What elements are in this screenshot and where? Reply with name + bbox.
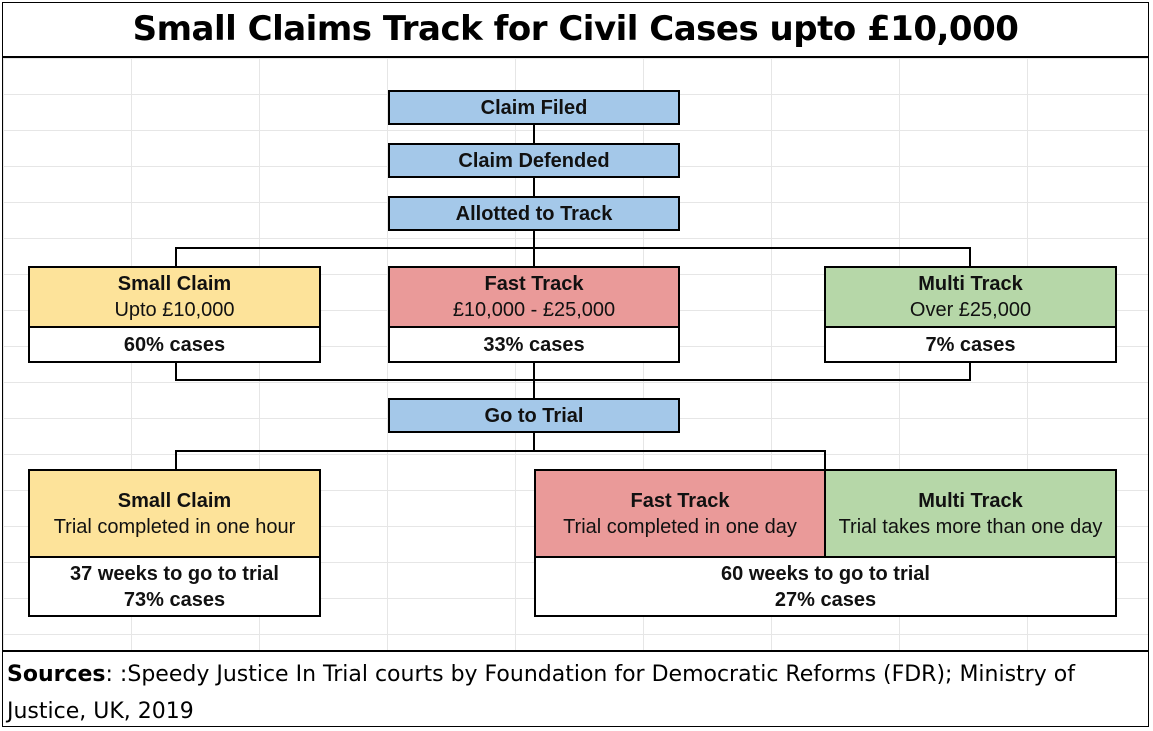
fast-multi-trial-stats-box: 60 weeks to go to trial 27% cases [534,556,1117,617]
multi-track-share-box: 7% cases [824,326,1117,363]
small-claim-track-box: Small Claim Upto £10,000 [28,266,321,328]
fast-track-trial-box: Fast Track Trial completed in one day [534,469,826,558]
allotted-to-track-box: Allotted to Track [388,196,680,231]
sources-label: Sources [7,662,106,687]
claim-filed-box: Claim Filed [388,90,680,125]
sources-footer: Sources: :Speedy Justice In Trial courts… [2,650,1149,727]
small-claim-trial-weeks: 37 weeks to go to trial [70,562,279,585]
small-claim-trial-box: Small Claim Trial completed in one hour [28,469,321,558]
small-claim-track-name: Small Claim [117,273,232,295]
claim-defended-label: Claim Defended [458,149,610,172]
fast-track-trial-desc: Trial completed in one day [563,515,797,538]
fast-track-share-box: 33% cases [388,326,680,363]
multi-track-name: Multi Track [918,273,1023,295]
small-claim-trial-desc: Trial completed in one hour [53,515,296,538]
fast-track-range: £10,000 - £25,000 [452,299,616,321]
connector-trial-split [175,450,826,470]
title-bar: Small Claims Track for Civil Cases upto … [2,2,1149,58]
multi-track-trial-name: Multi Track [918,489,1023,512]
small-claim-trial-share: 73% cases [123,588,226,611]
claim-filed-label: Claim Filed [480,96,588,119]
go-to-trial-box: Go to Trial [388,398,680,433]
fast-track-box: Fast Track £10,000 - £25,000 [388,266,680,328]
allotted-to-track-label: Allotted to Track [455,202,613,225]
multi-track-box: Multi Track Over £25,000 [824,266,1117,328]
fast-track-share: 33% cases [483,333,585,356]
connector-branch-top [175,247,971,267]
small-claim-share: 60% cases [123,333,226,356]
multi-track-trial-box: Multi Track Trial takes more than one da… [824,469,1117,558]
sources-text: : :Speedy Justice In Trial courts by Fou… [7,662,1075,724]
multi-track-share: 7% cases [925,333,1016,356]
fast-track-trial-name: Fast Track [630,489,730,512]
small-claim-trial-stats-box: 37 weeks to go to trial 73% cases [28,556,321,617]
fast-track-name: Fast Track [484,273,584,295]
small-claim-track-range: Upto £10,000 [114,299,235,321]
small-claim-share-box: 60% cases [28,326,321,363]
small-claim-trial-name: Small Claim [117,489,232,512]
fast-multi-trial-weeks: 60 weeks to go to trial [721,562,930,585]
multi-track-trial-desc: Trial takes more than one day [838,515,1103,538]
page-title: Small Claims Track for Civil Cases upto … [132,9,1019,49]
multi-track-range: Over £25,000 [909,299,1032,321]
connector-merge-bottom [175,362,971,381]
go-to-trial-label: Go to Trial [484,404,584,427]
fast-multi-trial-share: 27% cases [774,588,877,611]
claim-defended-box: Claim Defended [388,143,680,178]
